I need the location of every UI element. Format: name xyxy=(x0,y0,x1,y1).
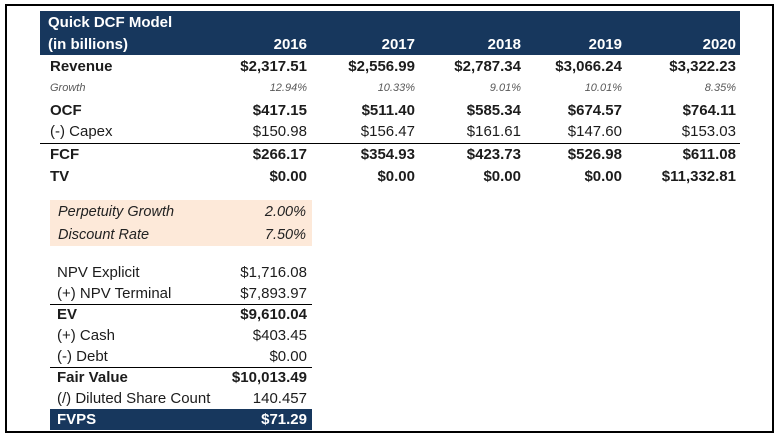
cell-value[interactable]: $2,317.51 xyxy=(240,57,307,75)
row-label: FVPS xyxy=(50,409,215,430)
assumption-row: Discount Rate 7.50% xyxy=(50,223,312,246)
row-label: (-) Capex xyxy=(40,121,207,144)
cell-value[interactable]: $354.93 xyxy=(360,145,415,163)
cell-value[interactable]: 10.33% xyxy=(377,82,415,94)
cell-value[interactable]: $764.11 xyxy=(682,101,736,119)
row-label: (+) Cash xyxy=(57,327,115,344)
assumption-input-cell[interactable]: 7.50% xyxy=(264,226,306,243)
cell-value[interactable]: $156.47 xyxy=(311,121,419,144)
assumptions-block: Perpetuity Growth 2.00% Discount Rate 7.50% xyxy=(50,200,312,246)
cell-value[interactable]: $71.29 xyxy=(215,409,312,430)
cell-value[interactable]: $3,322.23 xyxy=(669,57,736,75)
cell-value[interactable]: $611.08 xyxy=(682,145,736,163)
cell-value[interactable]: $0.00 xyxy=(483,167,521,185)
table-row: (+) NPV Terminal $7,893.97 xyxy=(50,283,312,305)
cell-value[interactable]: $10,013.49 xyxy=(231,369,307,387)
cell-value[interactable]: $526.98 xyxy=(567,145,622,163)
table-row: EV $9,610.04 xyxy=(50,304,312,325)
cell-value[interactable]: $585.34 xyxy=(466,101,521,119)
table-subtitle: (in billions) xyxy=(40,33,207,55)
row-label: Discount Rate xyxy=(58,226,150,243)
row-label: FCF xyxy=(50,145,80,163)
table-row: (+) Cash $403.45 xyxy=(50,325,312,346)
cell-value[interactable]: 12.94% xyxy=(269,82,307,94)
year-header: 2017 xyxy=(311,33,419,55)
cell-value[interactable]: $417.15 xyxy=(252,101,307,119)
cell-value[interactable]: $266.17 xyxy=(252,145,307,163)
cell-value[interactable]: $147.60 xyxy=(525,121,626,144)
header-years-row: (in billions) 2016 2017 2018 2019 2020 xyxy=(40,33,740,55)
row-label: NPV Explicit xyxy=(57,264,140,281)
cell-value[interactable]: $2,787.34 xyxy=(454,57,521,75)
cell-value[interactable]: 8.35% xyxy=(704,82,736,94)
cell-value[interactable]: $1,716.08 xyxy=(240,264,307,281)
row-label: (+) NPV Terminal xyxy=(50,283,215,305)
row-label: TV xyxy=(50,167,70,185)
assumption-row: Perpetuity Growth 2.00% xyxy=(50,200,312,223)
header-title-row: Quick DCF Model xyxy=(40,11,740,33)
assumptions-body: Perpetuity Growth 2.00% Discount Rate 7.50% xyxy=(50,200,312,246)
table-row: (-) Debt $0.00 xyxy=(50,346,312,368)
valuation-table: NPV Explicit $1,716.08 (+) NPV Terminal $7,… xyxy=(50,262,312,430)
cell-value[interactable]: $9,610.04 xyxy=(240,306,307,324)
table-row: Growth 12.94% 10.33% 9.01% 10.01% 8.35% xyxy=(40,77,740,99)
year-header: 2019 xyxy=(525,33,626,55)
table-title: Quick DCF Model xyxy=(40,11,740,33)
cell-value[interactable]: $0.00 xyxy=(377,167,415,185)
cell-value[interactable]: $0.00 xyxy=(269,167,307,185)
row-label: (/) Diluted Share Count xyxy=(57,390,211,407)
row-label: OCF xyxy=(50,101,82,119)
table-row: TV $0.00 $0.00 $0.00 $0.00 $11,332.81 xyxy=(40,165,740,187)
year-header: 2018 xyxy=(419,33,525,55)
cell-value[interactable]: $3,066.24 xyxy=(555,57,622,75)
cell-value[interactable]: 140.457 xyxy=(252,390,307,407)
fvps-row: FVPS $71.29 xyxy=(50,409,312,430)
cell-value[interactable]: $511.40 xyxy=(361,101,415,119)
dcf-body: Revenue $2,317.51 $2,556.99 $2,787.34 $3,066… xyxy=(40,55,740,187)
cell-value[interactable]: 9.01% xyxy=(489,82,521,94)
dcf-table: Quick DCF Model (in billions) 2016 2017 20… xyxy=(40,11,740,187)
cell-value[interactable]: $0.00 xyxy=(215,346,312,368)
cell-value[interactable]: $161.61 xyxy=(419,121,525,144)
row-label: Fair Value xyxy=(57,369,128,387)
table-row: Revenue $2,317.51 $2,556.99 $2,787.34 $3,066… xyxy=(40,55,740,77)
year-header: 2016 xyxy=(207,33,311,55)
cell-value[interactable]: $674.57 xyxy=(567,101,622,119)
table-row: (/) Diluted Share Count 140.457 xyxy=(50,388,312,409)
cell-value[interactable]: $11,332.81 xyxy=(661,167,736,185)
cell-value[interactable]: $153.03 xyxy=(626,121,740,144)
table-row: (-) Capex $150.98 $156.47 $161.61 $147.60 $15… xyxy=(40,121,740,144)
row-label: EV xyxy=(57,306,78,324)
row-label: Perpetuity Growth xyxy=(58,203,175,220)
cell-value[interactable]: 10.01% xyxy=(584,82,622,94)
table-row: FCF $266.17 $354.93 $423.73 $526.98 $611.08 xyxy=(40,143,740,165)
cell-value[interactable]: $403.45 xyxy=(252,327,307,344)
row-label: Revenue xyxy=(50,57,113,75)
year-header: 2020 xyxy=(626,33,740,55)
assumption-input-cell[interactable]: 2.00% xyxy=(264,203,306,220)
dcf-header: Quick DCF Model (in billions) 2016 2017 20… xyxy=(40,11,740,55)
row-label: Growth xyxy=(50,82,86,94)
cell-value[interactable]: $7,893.97 xyxy=(215,283,312,305)
cell-value[interactable]: $2,556.99 xyxy=(348,57,415,75)
cell-value[interactable]: $423.73 xyxy=(466,145,521,163)
table-row: NPV Explicit $1,716.08 xyxy=(50,262,312,283)
table-row: OCF $417.15 $511.40 $585.34 $674.57 $764.11 xyxy=(40,99,740,121)
cell-value[interactable]: $150.98 xyxy=(207,121,311,144)
cell-value[interactable]: $0.00 xyxy=(584,167,622,185)
table-row: Fair Value $10,013.49 xyxy=(50,367,312,388)
row-label: (-) Debt xyxy=(50,346,215,368)
valuation-body: NPV Explicit $1,716.08 (+) NPV Terminal $7,… xyxy=(50,262,312,430)
